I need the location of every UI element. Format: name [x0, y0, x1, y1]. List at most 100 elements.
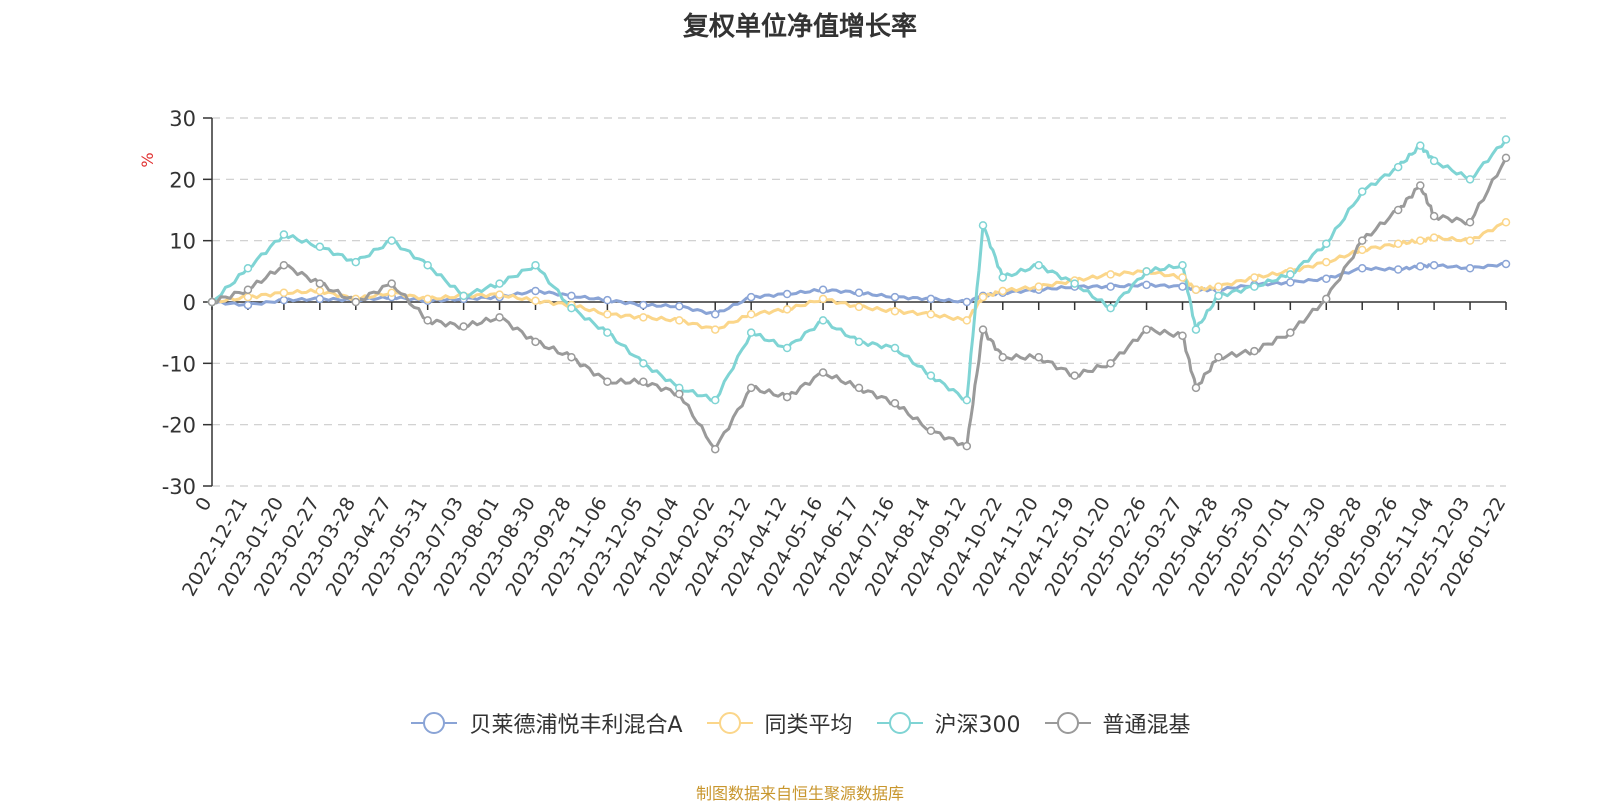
data-point [854, 288, 864, 298]
data-point [675, 302, 684, 311]
data-point [710, 325, 720, 334]
legend-item-0[interactable]: 贝莱德浦悦丰利混合A [409, 707, 683, 739]
data-point [1393, 239, 1403, 248]
data-point [1034, 260, 1043, 270]
data-point [746, 328, 756, 337]
data-point [962, 297, 972, 307]
legend-marker-circle [1056, 712, 1079, 734]
data-point [890, 306, 900, 316]
legend-label: 贝莱德浦悦丰利混合A [469, 713, 683, 738]
data-point [1501, 218, 1511, 227]
legend-marker-icon [706, 712, 753, 734]
data-point [1501, 135, 1511, 144]
data-point [1429, 211, 1439, 221]
data-point [782, 305, 792, 314]
data-point [1322, 274, 1331, 283]
data-point [926, 371, 936, 380]
data-point [1142, 325, 1151, 334]
data-point [978, 325, 988, 334]
data-point [1429, 233, 1439, 242]
data-point [1191, 285, 1201, 294]
data-point [1416, 141, 1425, 150]
data-point [351, 297, 361, 307]
data-point [279, 260, 289, 270]
data-point [854, 337, 864, 347]
series-line-0 [211, 262, 1507, 316]
legend-item-2[interactable]: 沪深300 [875, 707, 1021, 739]
data-point [818, 316, 828, 325]
data-point [423, 260, 432, 270]
data-point [782, 289, 792, 299]
data-point [1322, 239, 1331, 248]
data-point [1070, 371, 1079, 380]
data-point [710, 395, 720, 405]
data-point [1393, 265, 1403, 274]
data-point [1465, 175, 1475, 184]
data-point [978, 221, 988, 230]
data-point [1416, 181, 1425, 190]
data-point [1142, 280, 1151, 290]
source-note: 制图数据来自恒生聚源数据库 [695, 784, 904, 803]
data-point [1214, 291, 1223, 301]
data-point [639, 300, 648, 310]
data-point [1178, 331, 1187, 340]
data-point [243, 292, 253, 302]
data-point [1416, 236, 1425, 245]
data-point [387, 288, 396, 298]
data-point [1034, 352, 1043, 362]
data-point [207, 297, 217, 307]
data-point [1250, 273, 1259, 282]
data-point [1501, 259, 1511, 269]
data-point [567, 352, 576, 362]
data-point [746, 292, 756, 302]
series-markers [207, 135, 1511, 454]
data-point [279, 295, 289, 305]
y-tick-label: 30 [169, 107, 196, 131]
data-point [818, 294, 828, 304]
y-tick-label: -30 [162, 475, 196, 499]
data-point [1357, 187, 1367, 196]
data-point [1191, 383, 1201, 393]
data-point [459, 322, 468, 331]
legend-label: 同类平均 [764, 713, 853, 738]
data-point [978, 292, 988, 302]
data-point [387, 236, 396, 245]
y-tick-label: -10 [162, 352, 196, 376]
data-point [962, 441, 972, 451]
legend-marker-circle [423, 712, 446, 734]
legend-label: 沪深300 [934, 713, 1021, 738]
data-point [1106, 303, 1115, 313]
data-point [639, 359, 648, 368]
data-point [1070, 279, 1079, 288]
legend-item-3[interactable]: 普通混基 [1043, 707, 1191, 739]
series-lines [211, 138, 1508, 451]
data-point [1429, 156, 1439, 166]
data-point [1429, 260, 1439, 270]
data-point [818, 285, 828, 294]
data-point [926, 310, 936, 319]
data-point [962, 316, 972, 325]
data-point [1393, 162, 1403, 172]
data-point [1357, 236, 1367, 245]
data-point [1178, 282, 1187, 291]
data-point [1250, 282, 1259, 291]
data-point [1106, 282, 1115, 291]
data-point [243, 264, 253, 273]
data-point [639, 313, 648, 322]
data-point [998, 273, 1008, 282]
data-point [531, 260, 540, 270]
data-point [1465, 264, 1475, 273]
data-point [495, 313, 504, 322]
data-point [854, 302, 864, 312]
data-point [567, 291, 576, 301]
data-point [746, 383, 756, 393]
legend-marker-icon [876, 712, 923, 734]
data-point [890, 343, 900, 353]
data-point [315, 294, 325, 304]
legend-item-1[interactable]: 同类平均 [705, 707, 853, 739]
data-point [603, 295, 612, 305]
legend-marker-circle [718, 712, 741, 734]
data-point [1357, 264, 1367, 273]
data-point [818, 368, 828, 377]
